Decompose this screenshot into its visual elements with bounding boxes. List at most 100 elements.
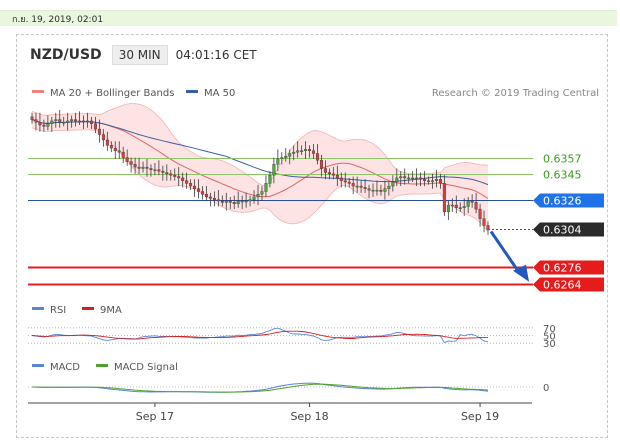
candle	[54, 112, 58, 128]
candle	[466, 196, 470, 214]
rsi-tick-2: 30	[543, 339, 556, 350]
candle	[383, 180, 387, 200]
macd-signal-legend-swatch	[96, 364, 108, 367]
candle	[371, 183, 375, 197]
x-tick-label: Sep 18	[290, 410, 328, 423]
candle	[157, 160, 161, 176]
candle	[78, 111, 82, 125]
candle	[375, 180, 379, 196]
arrow-head	[513, 264, 529, 282]
candle	[264, 175, 268, 197]
candle	[181, 172, 185, 188]
macd-line	[31, 382, 489, 393]
ma20-legend-label: MA 20 + Bollinger Bands	[50, 88, 174, 99]
candle	[335, 165, 339, 187]
rsi-tick-1: 50	[543, 332, 556, 343]
candle	[62, 116, 66, 127]
ma50-legend-swatch	[186, 90, 198, 93]
level-label-1: 0.6345	[543, 169, 582, 182]
candle	[284, 148, 288, 162]
candle	[474, 192, 478, 214]
level-tag-2	[533, 193, 604, 208]
candle	[312, 144, 316, 159]
candle	[327, 168, 331, 180]
candle	[38, 112, 42, 132]
x-tick-label: Sep 17	[136, 410, 174, 423]
rsi-ma-legend-swatch	[82, 307, 94, 310]
chart-panel	[16, 34, 608, 438]
candle	[434, 169, 438, 188]
candle	[224, 192, 228, 211]
candle	[113, 141, 117, 159]
time-label: 04:01:16 CET	[175, 48, 257, 62]
candle	[153, 163, 157, 176]
candle	[46, 115, 50, 131]
date-label: ก.ย. 19, 2019, 02:01	[12, 15, 104, 25]
level-tag-5	[533, 277, 604, 292]
candle	[379, 184, 383, 196]
bollinger-lower	[31, 127, 489, 232]
candle	[304, 141, 308, 159]
candle	[387, 182, 391, 196]
symbol-label: NZD/USD	[30, 47, 102, 63]
candle	[260, 186, 264, 201]
candle	[438, 173, 442, 189]
candle	[308, 145, 312, 158]
level-tag-4	[533, 260, 604, 275]
candle	[415, 168, 419, 187]
rsi-legend: RSI 9MA	[32, 305, 122, 316]
candle	[212, 191, 216, 207]
candle	[462, 198, 466, 216]
rsi-legend-swatch	[32, 307, 44, 310]
candle	[161, 165, 165, 181]
candles	[30, 110, 490, 235]
level-label-5: 0.6264	[543, 279, 582, 292]
level-label-2: 0.6326	[543, 195, 582, 208]
candle	[339, 172, 343, 188]
candle	[256, 184, 260, 206]
candle	[93, 116, 97, 134]
candle	[232, 195, 236, 210]
candle	[478, 203, 482, 227]
price-levels: 0.6357 0.6345 0.6326 0.6304 0.6276 0.6264	[28, 153, 604, 292]
candle	[470, 194, 474, 208]
rsi-tick-0: 70	[543, 324, 556, 335]
candle	[193, 179, 197, 197]
candle	[450, 198, 454, 212]
candle	[204, 186, 208, 201]
main-lines	[31, 119, 489, 199]
date-bar: ก.ย. 19, 2019, 02:01	[0, 10, 617, 26]
candle	[220, 195, 224, 207]
rsi-ma-legend-label: 9MA	[100, 305, 122, 316]
candle	[236, 191, 240, 208]
level-label-0: 0.6357	[543, 153, 582, 166]
candle	[395, 168, 399, 187]
candle	[252, 190, 256, 204]
candle	[66, 112, 70, 131]
candle	[430, 173, 434, 189]
candle	[141, 161, 145, 173]
timeframe-button[interactable]: 30 MIN	[111, 45, 168, 65]
candle	[367, 184, 371, 199]
chart-header: NZD/USD 30 MIN 04:01:16 CET	[30, 44, 257, 66]
candle	[454, 195, 458, 214]
candle	[149, 164, 153, 177]
candle	[280, 152, 284, 165]
arrow-shaft	[489, 230, 522, 275]
candle	[201, 186, 205, 200]
candle	[319, 154, 323, 177]
candle	[427, 176, 431, 185]
candle	[197, 179, 201, 199]
candle	[240, 195, 244, 210]
candle	[109, 141, 113, 153]
candle	[359, 180, 363, 193]
bollinger-fill	[32, 103, 488, 232]
candle	[133, 157, 137, 174]
candle	[315, 144, 319, 165]
main-legend: MA 20 + Bollinger Bands MA 50 Research ©…	[32, 88, 599, 99]
candle	[391, 175, 395, 192]
candle	[351, 176, 355, 195]
rsi-legend-label: RSI	[50, 305, 66, 316]
x-tick-label: Sep 19	[461, 410, 499, 423]
